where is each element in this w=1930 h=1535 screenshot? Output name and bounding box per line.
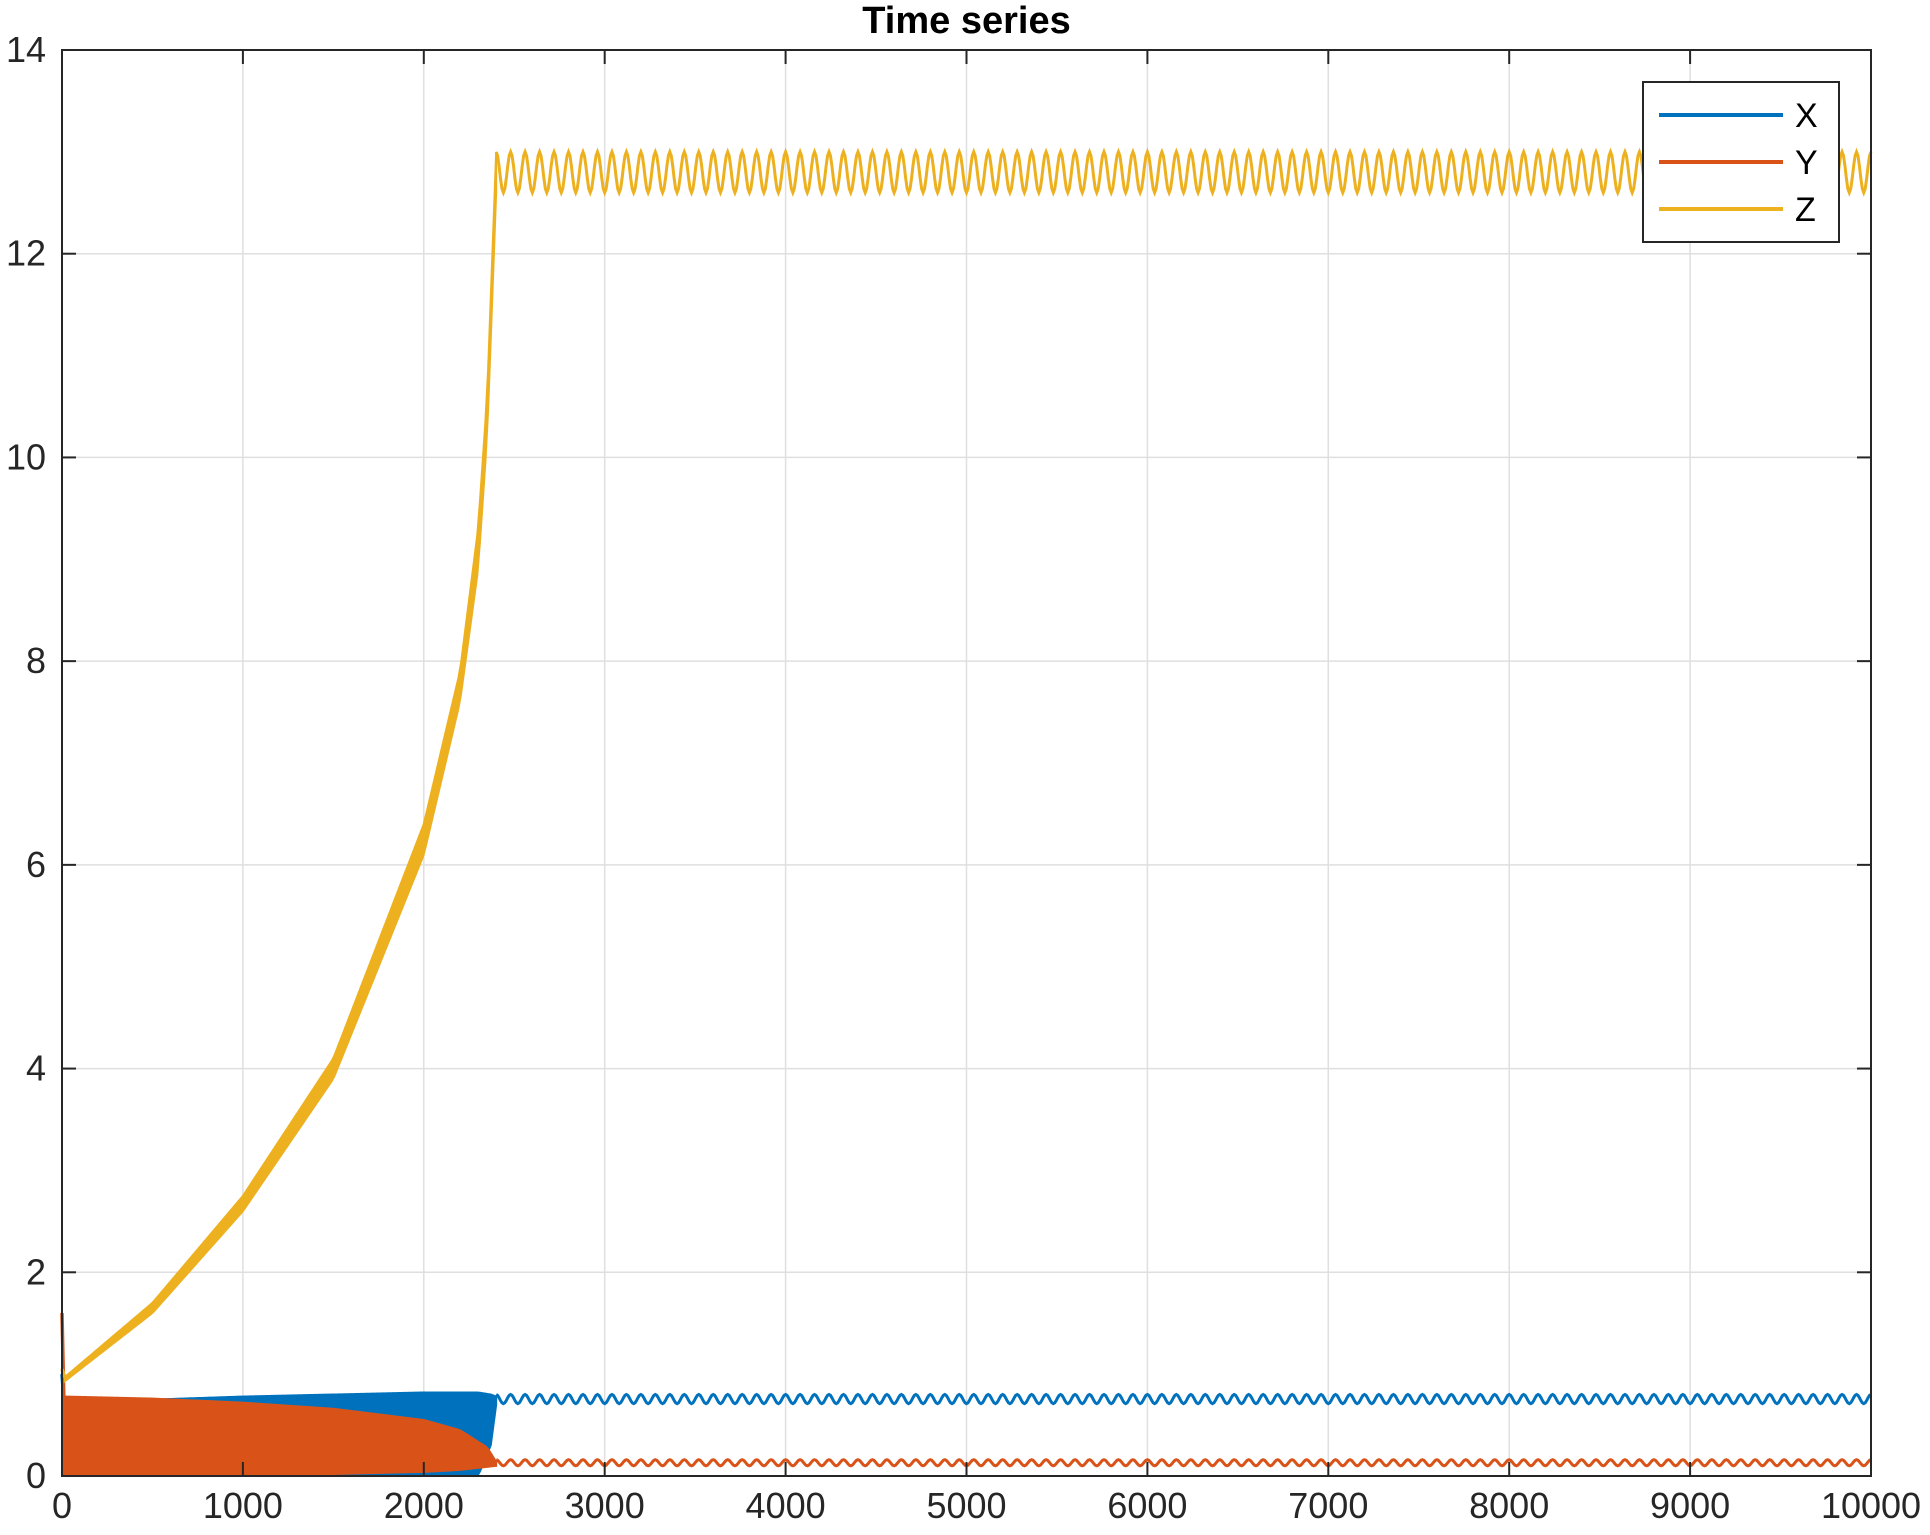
- y-tick-label: 12: [6, 233, 46, 274]
- y-tick-label: 6: [26, 844, 46, 885]
- x-tick-label: 4000: [746, 1485, 826, 1526]
- y-tick-label: 4: [26, 1048, 46, 1089]
- y-tick-label: 14: [6, 29, 46, 70]
- legend: XYZ: [1642, 81, 1840, 243]
- axis-ticks: 0 1000 2000 3000 4000 5000 6000 7000 8000 9000 100…: [6, 29, 1921, 1526]
- x-tick-label: 1000: [203, 1485, 283, 1526]
- y-tick-label: 2: [26, 1251, 46, 1292]
- x-tick-label: 10000: [1821, 1485, 1921, 1526]
- x-tick-label: 7000: [1288, 1485, 1368, 1526]
- series-y-steady: [495, 1458, 1872, 1468]
- grid-lines: [62, 50, 1871, 1476]
- legend-label-x: X: [1795, 97, 1818, 135]
- series-z-steady: [494, 147, 1873, 197]
- legend-label-z: Z: [1795, 191, 1816, 229]
- x-tick-label: 9000: [1650, 1485, 1730, 1526]
- series-z-transient-band: [63, 151, 498, 1384]
- y-tick-label: 10: [6, 436, 46, 477]
- y-tick-label: 8: [26, 640, 46, 681]
- x-tick-label: 0: [52, 1485, 72, 1526]
- x-tick-label: 6000: [1107, 1485, 1187, 1526]
- y-tick-label: 0: [26, 1455, 46, 1496]
- chart-title: Time series: [862, 0, 1070, 42]
- x-tick-label: 5000: [926, 1485, 1006, 1526]
- x-tick-label: 2000: [384, 1485, 464, 1526]
- x-tick-label: 8000: [1469, 1485, 1549, 1526]
- legend-label-y: Y: [1795, 144, 1818, 182]
- series-x-steady: [495, 1392, 1872, 1406]
- x-tick-label: 3000: [565, 1485, 645, 1526]
